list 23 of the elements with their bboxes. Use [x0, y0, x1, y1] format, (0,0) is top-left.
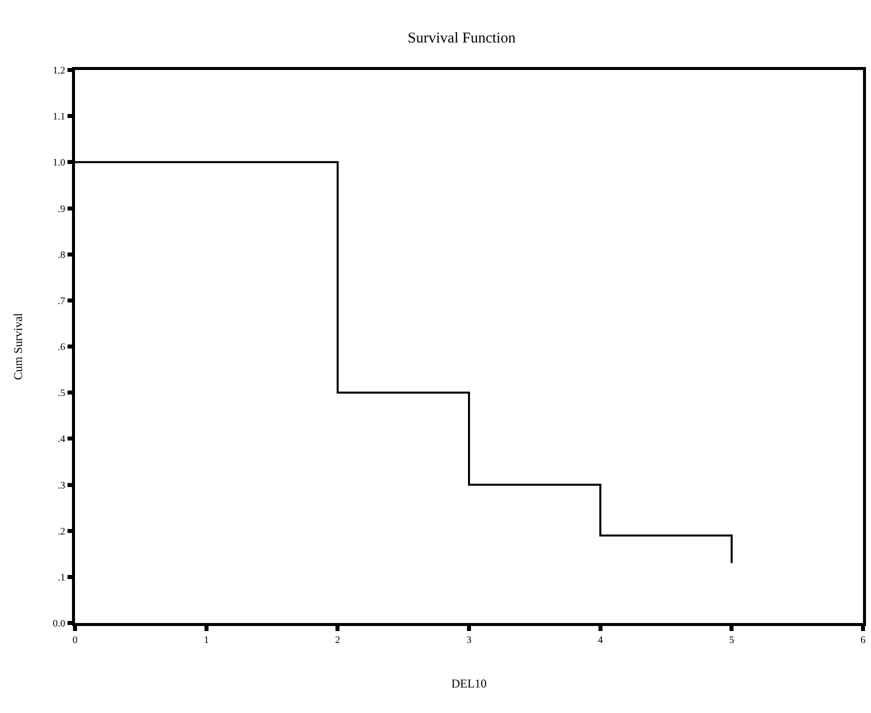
x-tick-label: 6: [860, 634, 866, 646]
chart-title: Survival Function: [408, 30, 516, 47]
x-axis-title: DEL10: [451, 676, 487, 691]
y-tick-label: .5: [58, 388, 66, 400]
x-tick-label: 0: [72, 634, 78, 646]
y-tick-label: 0.0: [52, 618, 66, 630]
y-tick-label: .8: [58, 250, 66, 261]
y-tick-label: .3: [58, 480, 66, 492]
y-tick-label: .7: [58, 296, 66, 307]
y-tick-label: .6: [58, 342, 66, 353]
y-tick-label: .1: [58, 572, 66, 584]
x-tick-label: 5: [729, 634, 734, 646]
x-tick-label: 2: [335, 634, 340, 646]
y-tick-label: .2: [58, 526, 66, 538]
x-tick-label: 1: [204, 634, 209, 646]
y-tick-label: .4: [58, 434, 66, 446]
x-tick-label: 3: [466, 634, 472, 646]
y-tick-label: 1.2: [52, 66, 66, 76]
y-tick-label: .9: [58, 204, 66, 215]
y-tick-label: 1.0: [52, 158, 66, 169]
y-tick-label: 1.1: [52, 112, 66, 123]
x-tick-label: 4: [598, 634, 603, 646]
y-axis-title: Cum Survival: [11, 312, 26, 380]
